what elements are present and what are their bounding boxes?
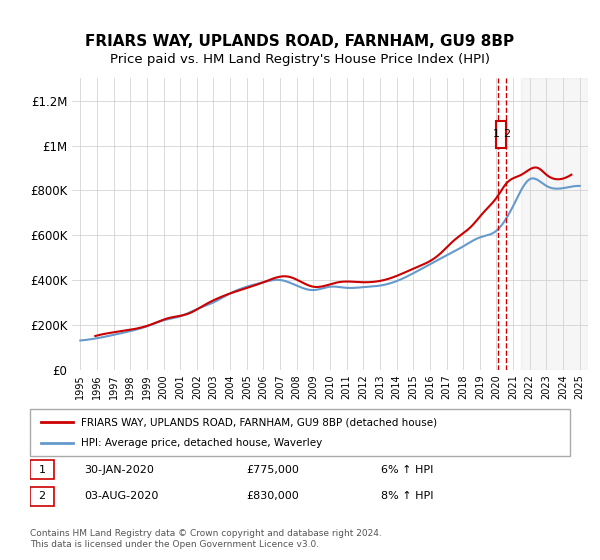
FancyBboxPatch shape	[30, 487, 54, 506]
Text: 1: 1	[493, 129, 500, 139]
Text: FRIARS WAY, UPLANDS ROAD, FARNHAM, GU9 8BP: FRIARS WAY, UPLANDS ROAD, FARNHAM, GU9 8…	[85, 34, 515, 49]
Bar	[521, 78, 588, 370]
Text: 8% ↑ HPI: 8% ↑ HPI	[381, 491, 433, 501]
FancyBboxPatch shape	[30, 460, 54, 479]
Text: FRIARS WAY, UPLANDS ROAD, FARNHAM, GU9 8BP (detached house): FRIARS WAY, UPLANDS ROAD, FARNHAM, GU9 8…	[82, 417, 437, 427]
Text: 2: 2	[503, 129, 510, 139]
Text: HPI: Average price, detached house, Waverley: HPI: Average price, detached house, Wave…	[82, 438, 323, 448]
Text: £775,000: £775,000	[246, 465, 299, 475]
Text: 30-JAN-2020: 30-JAN-2020	[84, 465, 154, 475]
Text: Contains HM Land Registry data © Crown copyright and database right 2024.
This d: Contains HM Land Registry data © Crown c…	[30, 529, 382, 549]
Text: £830,000: £830,000	[246, 491, 299, 501]
Text: 2: 2	[38, 491, 46, 501]
FancyBboxPatch shape	[496, 121, 506, 148]
Text: Price paid vs. HM Land Registry's House Price Index (HPI): Price paid vs. HM Land Registry's House …	[110, 53, 490, 66]
Text: 03-AUG-2020: 03-AUG-2020	[84, 491, 158, 501]
FancyBboxPatch shape	[30, 409, 570, 456]
Text: 6% ↑ HPI: 6% ↑ HPI	[381, 465, 433, 475]
Text: 1: 1	[38, 465, 46, 475]
